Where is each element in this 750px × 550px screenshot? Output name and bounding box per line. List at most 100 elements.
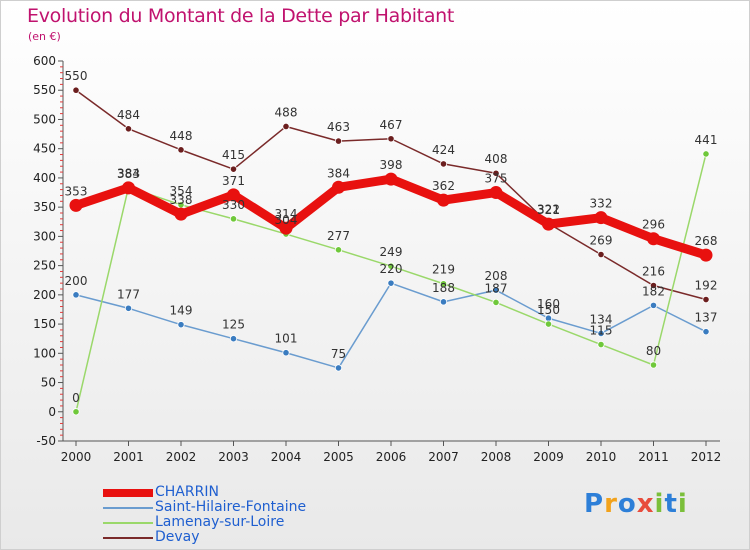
data-point-lamenay-sur-loire	[229, 215, 238, 223]
data-point-saint-hilaire-fontaine	[229, 335, 238, 343]
data-label-charrin: 398	[380, 158, 403, 172]
x-tick-label: 2008	[481, 450, 512, 464]
unit-label: (en €)	[28, 30, 61, 43]
data-label-saint-hilaire-fontaine: 160	[537, 297, 560, 311]
x-tick-label: 2003	[218, 450, 249, 464]
data-label-saint-hilaire-fontaine: 149	[170, 304, 193, 318]
data-label-saint-hilaire-fontaine: 220	[380, 262, 403, 276]
logo-letter: i	[677, 489, 688, 519]
data-point-devay	[702, 295, 710, 304]
data-label-lamenay-sur-loire: 80	[646, 344, 661, 358]
data-label-saint-hilaire-fontaine: 137	[695, 311, 718, 325]
data-label-saint-hilaire-fontaine: 182	[642, 284, 665, 298]
data-point-saint-hilaire-fontaine	[334, 364, 343, 372]
data-label-lamenay-sur-loire: 115	[590, 324, 613, 338]
data-label-charrin: 383	[117, 167, 140, 181]
y-tick-label: 50	[41, 376, 56, 390]
data-label-lamenay-sur-loire: 384	[117, 166, 140, 180]
data-point-lamenay-sur-loire	[387, 262, 395, 270]
legend-label: Lamenay-sur-Loire	[155, 514, 285, 530]
y-tick-label: 250	[33, 259, 56, 273]
x-tick-label: 2005	[323, 450, 354, 464]
data-point-charrin	[594, 211, 608, 225]
y-tick-label: -50	[36, 434, 56, 448]
data-label-charrin: 321	[537, 203, 560, 217]
data-point-charrin	[332, 180, 345, 194]
data-label-devay: 448	[170, 129, 193, 143]
y-tick-label: 100	[33, 346, 56, 360]
data-label-saint-hilaire-fontaine: 125	[222, 318, 245, 332]
data-point-saint-hilaire-fontaine	[597, 329, 605, 338]
legend-swatch	[103, 489, 153, 497]
data-label-saint-hilaire-fontaine: 134	[590, 312, 613, 326]
data-point-devay	[177, 146, 185, 154]
x-tick-label: 2010	[586, 450, 617, 464]
data-point-charrin	[437, 193, 450, 207]
data-point-devay	[439, 160, 448, 168]
data-point-devay	[649, 281, 658, 290]
data-label-lamenay-sur-loire: 354	[170, 184, 193, 198]
logo-letter: x	[636, 489, 655, 519]
data-label-saint-hilaire-fontaine: 101	[275, 332, 298, 346]
x-tick-label: 2012	[691, 450, 722, 464]
data-point-charrin	[384, 172, 398, 186]
y-tick-label: 450	[33, 142, 56, 156]
data-label-lamenay-sur-loire: 330	[222, 198, 245, 212]
legend-label: CHARRIN	[155, 484, 219, 500]
data-point-lamenay-sur-loire	[702, 150, 710, 158]
data-point-lamenay-sur-loire	[72, 408, 80, 416]
data-label-charrin: 314	[275, 207, 298, 221]
data-point-lamenay-sur-loire	[439, 280, 448, 288]
data-point-lamenay-sur-loire	[649, 361, 658, 369]
data-point-saint-hilaire-fontaine	[702, 328, 710, 336]
data-point-devay	[334, 137, 343, 145]
x-tick-label: 2004	[271, 450, 302, 464]
data-point-devay	[124, 125, 133, 133]
legend-swatch	[103, 537, 153, 539]
data-label-devay: 484	[117, 108, 140, 122]
legend-swatch	[103, 507, 153, 509]
data-label-devay: 550	[65, 69, 88, 83]
x-tick-label: 2007	[428, 450, 459, 464]
data-point-charrin	[69, 198, 83, 212]
data-label-charrin: 371	[222, 174, 245, 188]
data-point-charrin	[227, 188, 240, 202]
data-label-charrin: 296	[642, 218, 665, 232]
data-point-saint-hilaire-fontaine	[387, 279, 395, 287]
data-point-saint-hilaire-fontaine	[439, 298, 448, 306]
y-tick-label: 400	[33, 171, 56, 185]
x-tick-label: 2011	[638, 450, 669, 464]
data-label-devay: 408	[485, 152, 508, 166]
legend-label: Devay	[155, 529, 200, 545]
logo-letter: i	[654, 489, 665, 519]
y-tick-label: 600	[33, 54, 56, 68]
data-point-lamenay-sur-loire	[597, 340, 605, 349]
data-label-charrin: 353	[65, 184, 88, 198]
data-label-devay: 216	[642, 264, 665, 278]
x-tick-label: 2000	[61, 450, 92, 464]
data-label-lamenay-sur-loire: 249	[380, 245, 403, 259]
data-label-lamenay-sur-loire: 304	[275, 213, 298, 227]
x-tick-label: 2002	[166, 450, 197, 464]
data-point-saint-hilaire-fontaine	[649, 301, 658, 309]
logo-letter: P	[584, 489, 605, 519]
data-point-saint-hilaire-fontaine	[124, 304, 133, 312]
y-tick-label: 300	[33, 229, 56, 243]
data-label-saint-hilaire-fontaine: 75	[331, 347, 346, 361]
data-label-lamenay-sur-loire: 187	[485, 281, 508, 295]
data-point-lamenay-sur-loire	[334, 246, 343, 254]
data-label-saint-hilaire-fontaine: 188	[432, 281, 455, 295]
logo-letter: o	[617, 489, 637, 519]
data-label-lamenay-sur-loire: 277	[327, 229, 350, 243]
y-tick-label: 500	[33, 112, 56, 126]
data-point-charrin	[699, 248, 713, 262]
data-label-saint-hilaire-fontaine: 208	[485, 269, 508, 283]
data-label-lamenay-sur-loire: 441	[695, 133, 718, 147]
data-point-saint-hilaire-fontaine	[177, 321, 185, 329]
data-point-lamenay-sur-loire	[492, 298, 500, 307]
legend-swatch	[103, 522, 153, 524]
data-label-charrin: 384	[327, 166, 350, 180]
data-point-charrin	[542, 217, 555, 231]
y-tick-label: 550	[33, 83, 56, 97]
